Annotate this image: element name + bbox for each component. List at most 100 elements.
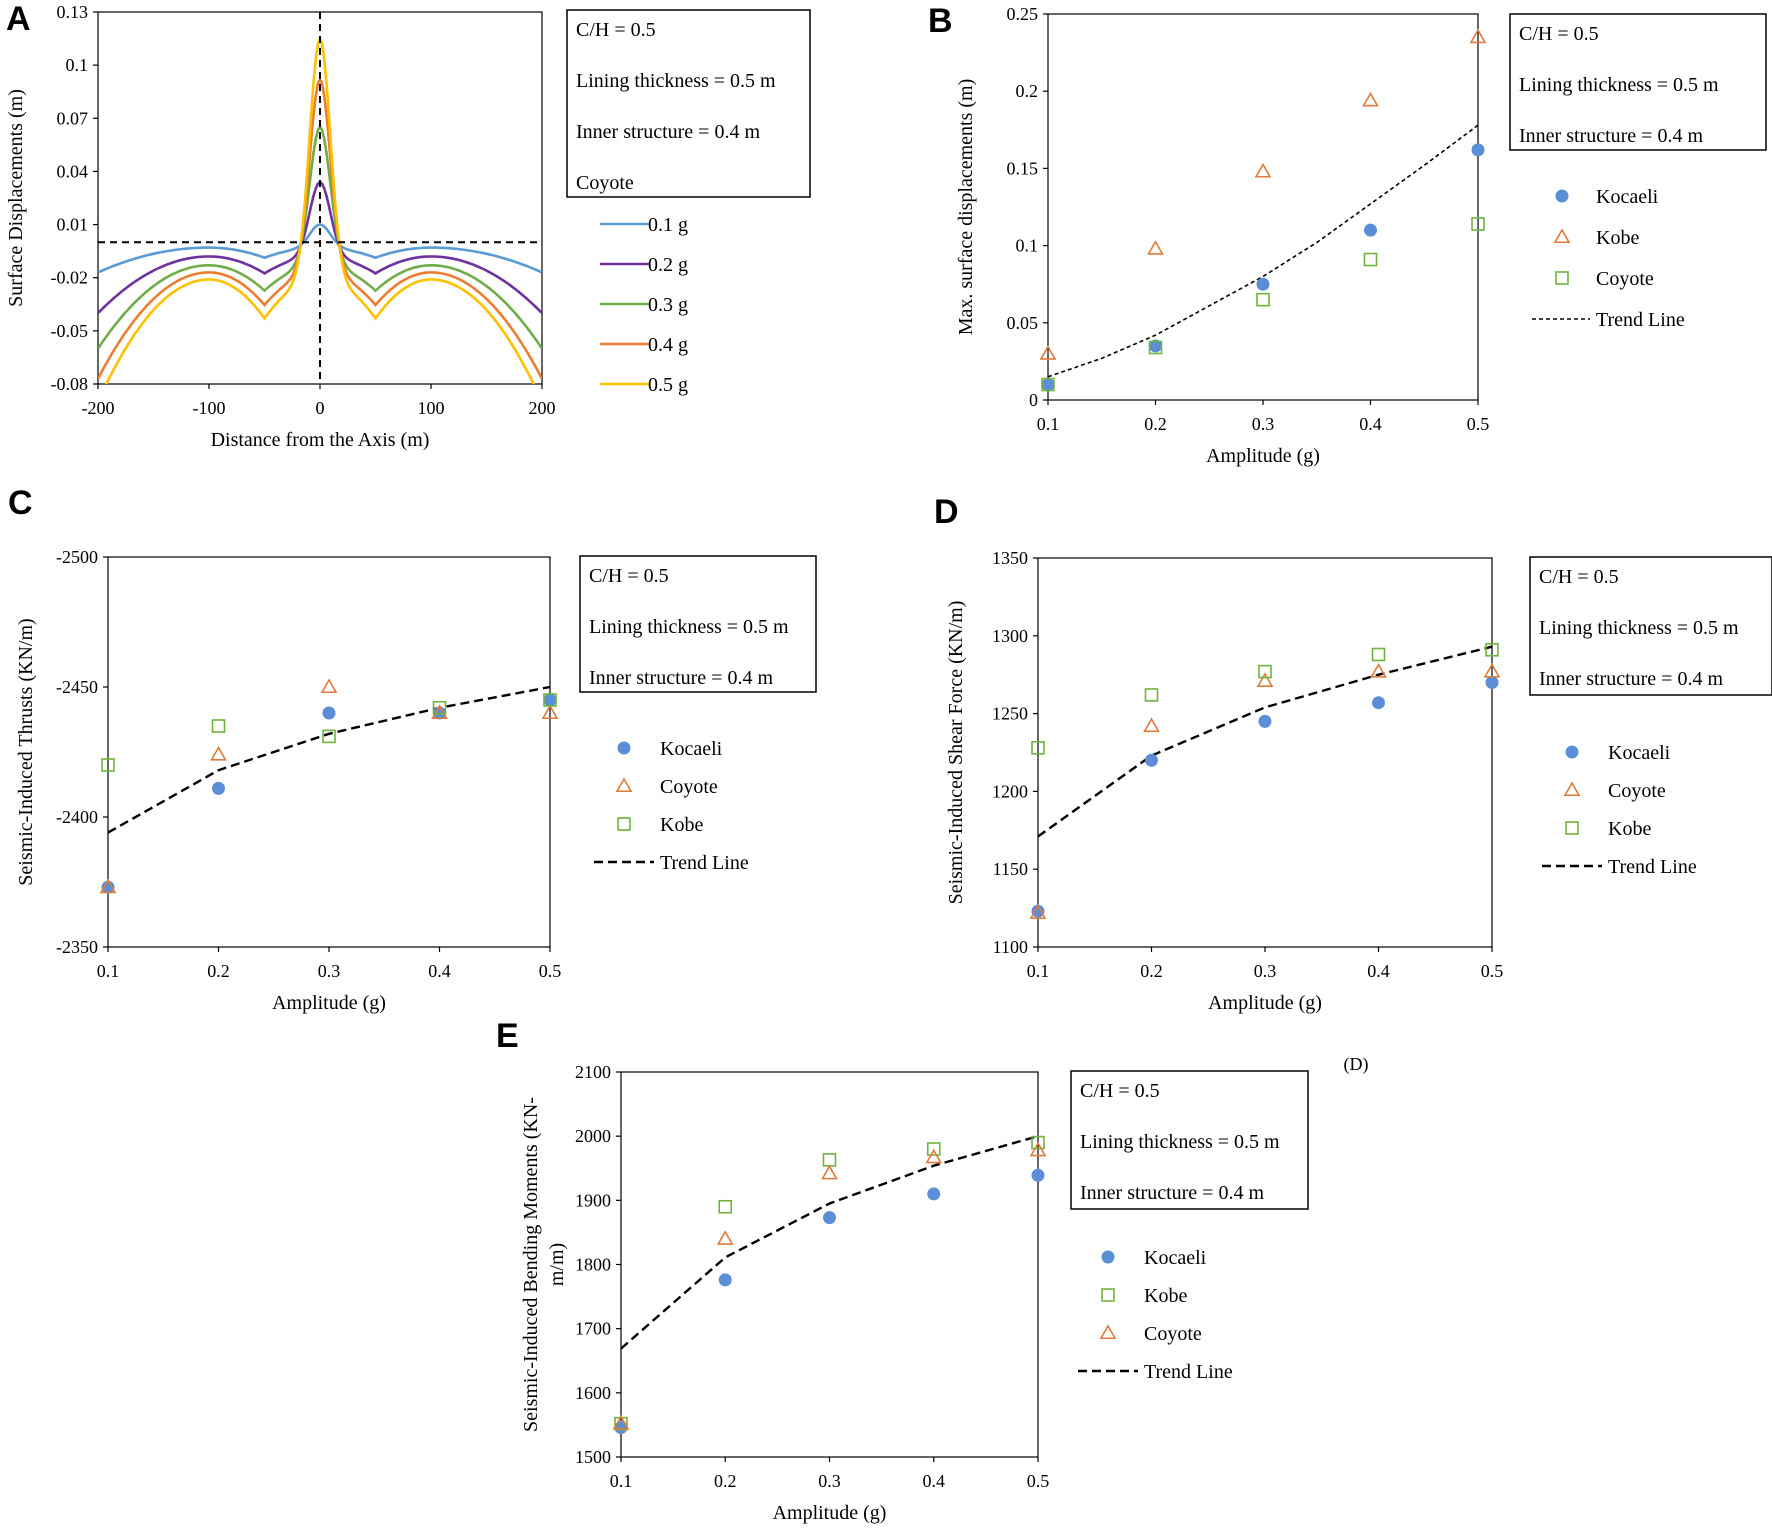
- info-box: [1070, 1070, 1309, 1210]
- x-tick-label: 0.1: [97, 961, 120, 981]
- data-point-coyote: [210, 745, 227, 761]
- trend-line: [620, 1135, 1039, 1350]
- x-tick-label: 0.3: [318, 961, 341, 981]
- info-box-line: Inner structure = 0.4 m: [576, 121, 760, 143]
- x-tick-label: 100: [418, 398, 445, 418]
- y-tick-label: 1300: [992, 626, 1028, 646]
- data-point-coyote: [716, 1230, 734, 1245]
- y-tick-label: 0.25: [1007, 4, 1039, 24]
- data-point-kocaeli: [1364, 223, 1377, 237]
- x-tick-label: 0.5: [1467, 414, 1490, 434]
- panel-A: -0.08 -0.05 -0.02 0.01 0.04 0.07 0.1 0.13 -200 -1…: [5, 0, 811, 451]
- legend-label: Trend Line: [660, 852, 749, 874]
- data-point-coyote: [821, 1164, 838, 1180]
- data-point-kocaeli: [718, 1273, 732, 1287]
- data-point-coyote: [320, 678, 338, 694]
- data-point-kocaeli: [322, 706, 336, 720]
- data-point-kobe: [543, 693, 557, 707]
- x-tick-label: -200: [82, 398, 115, 418]
- legend-label: Kobe: [660, 814, 703, 836]
- y-tick-label: 1100: [993, 937, 1028, 957]
- data-point-kobe: [101, 758, 115, 772]
- info-box-line: Inner structure = 0.4 m: [1539, 668, 1723, 690]
- legend-marker: [1099, 1324, 1117, 1340]
- panel-C: -2500 -2450 -2400 -2350 0.1 0.2 0.3 0.4 0.5 Ampli…: [8, 484, 817, 1014]
- y-tick-label: 1150: [993, 859, 1028, 879]
- data-point-kocaeli: [614, 1420, 628, 1434]
- data-point-kocaeli: [1471, 143, 1485, 157]
- x-tick-label: 0.4: [1367, 961, 1390, 981]
- data-point-kocaeli: [823, 1211, 836, 1225]
- y-tick-label: -0.08: [51, 374, 89, 394]
- legend-label: Coyote: [660, 776, 718, 798]
- data-point-coyote: [1148, 340, 1163, 355]
- data-point-kobe: [822, 1153, 837, 1167]
- trend-line: [1037, 645, 1493, 838]
- info-box-line: Lining thickness = 0.5 m: [1519, 74, 1719, 96]
- x-tick-label: 0.2: [1144, 414, 1167, 434]
- info-box: [579, 555, 817, 693]
- x-tick-label: 0.4: [428, 961, 451, 981]
- data-point-kobe: [211, 719, 226, 733]
- y-axis-label: Surface Displacements (m): [5, 89, 27, 307]
- legend-marker: [1101, 1250, 1115, 1264]
- panel-E: 1500 1600 1700 1800 1900 2000 2100 0.1 0.2 0.3 0.4…: [496, 1017, 1309, 1524]
- y-tick-label: 1350: [992, 548, 1028, 568]
- legend-marker: [1555, 189, 1569, 203]
- info-box-line: Lining thickness = 0.5 m: [1080, 1131, 1280, 1153]
- y-tick-label: 0.07: [57, 108, 89, 128]
- data-point-kobe: [322, 729, 336, 744]
- y-tick-label: 1600: [575, 1383, 611, 1403]
- panel-letter: C: [8, 484, 33, 522]
- legend-marker: [1563, 781, 1581, 797]
- legend-marker: [1555, 271, 1569, 285]
- series-line-0.3g: [98, 124, 542, 350]
- panel-letter: B: [928, 2, 953, 40]
- info-box-line: C/H = 0.5: [576, 19, 656, 41]
- y-tick-label: 0.2: [1016, 81, 1039, 101]
- plot-frame: [620, 1071, 1039, 1458]
- info-box-line: Lining thickness = 0.5 m: [589, 616, 789, 638]
- y-axis-label: Seismic-Induced Bending Moments (KN-: [520, 1097, 542, 1432]
- y-tick-label: -2400: [56, 807, 98, 827]
- y-tick-label: 2000: [575, 1126, 611, 1146]
- y-tick-label: -0.05: [51, 321, 89, 341]
- y-tick-label: 1700: [575, 1319, 611, 1339]
- data-point-kobe: [1144, 688, 1159, 702]
- x-axis-label: Amplitude (g): [1208, 992, 1322, 1014]
- legend-label: 0.4 g: [648, 334, 688, 356]
- y-tick-label: 1800: [575, 1255, 611, 1275]
- legend-marker: [615, 777, 633, 793]
- legend-marker: [1565, 821, 1579, 835]
- y-tick-label: 0.05: [1007, 313, 1039, 333]
- legend-label: Coyote: [1608, 780, 1666, 802]
- x-tick-label: 0.5: [539, 961, 562, 981]
- data-point-kocaeli: [1258, 714, 1272, 728]
- x-axis-label: Distance from the Axis (m): [211, 429, 430, 451]
- info-box-line: C/H = 0.5: [1539, 566, 1619, 588]
- panel-D: 1100 1150 1200 1250 1300 1350 0.1 0.2 0.3 0.4 0.5 A…: [934, 493, 1772, 1075]
- y-tick-label: 1900: [575, 1190, 611, 1210]
- panel-caption: (D): [1344, 1054, 1369, 1075]
- info-box: [1529, 556, 1772, 696]
- y-tick-label: 0.01: [57, 215, 89, 235]
- info-box-line: C/H = 0.5: [589, 565, 669, 587]
- data-point-kobe: [1031, 741, 1045, 755]
- legend-marker: [1553, 228, 1571, 244]
- x-tick-label: 0.3: [1252, 414, 1275, 434]
- data-point-kocaeli: [927, 1187, 941, 1201]
- y-tick-label: -2450: [56, 677, 98, 697]
- data-point-coyote: [431, 704, 448, 720]
- data-point-kocaeli: [212, 781, 225, 795]
- data-point-kobe: [1258, 664, 1272, 679]
- legend-label: Kocaeli: [1596, 186, 1659, 208]
- data-point-coyote: [1029, 904, 1047, 919]
- data-point-kocaeli: [1256, 277, 1270, 291]
- info-box-line: C/H = 0.5: [1080, 1080, 1160, 1102]
- data-point-kocaeli: [1041, 378, 1055, 392]
- data-point-kocaeli: [1031, 904, 1045, 918]
- data-point-kobe: [1469, 28, 1487, 44]
- x-tick-label: 0.5: [1481, 961, 1504, 981]
- legend-label: Trend Line: [1596, 309, 1685, 331]
